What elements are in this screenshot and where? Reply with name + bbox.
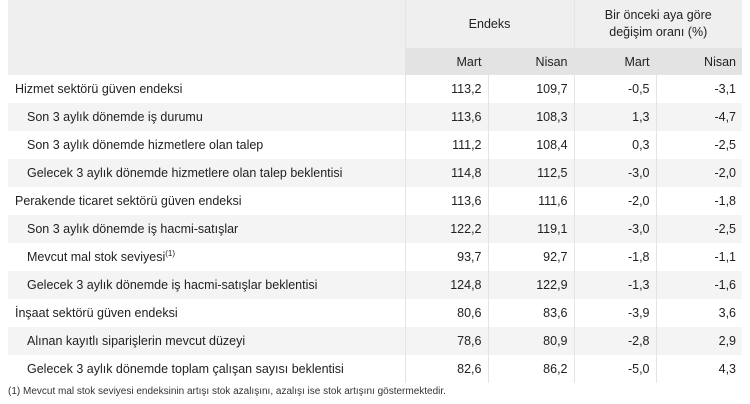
row-label: Mevcut mal stok seviyesi(1)	[8, 243, 405, 271]
table-row: Son 3 aylık dönemde hizmetlere olan tale…	[8, 131, 743, 159]
row-label: İnşaat sektörü güven endeksi	[8, 299, 405, 327]
value-cell: 93,7	[404, 243, 488, 271]
value-cell: 113,2	[404, 75, 488, 103]
table-row: Hizmet sektörü güven endeksi 113,2 109,7 -0…	[8, 75, 743, 103]
value-cell: 122,2	[404, 215, 488, 243]
value-cell: 111,6	[487, 187, 575, 215]
row-label-text: Gelecek 3 aylık dönemde hizmetlere olan …	[27, 166, 343, 180]
value-cell: -1,8	[573, 243, 657, 271]
value-cell: 111,2	[404, 131, 488, 159]
table-row: Gelecek 3 aylık dönemde iş hacmi-satışla…	[8, 271, 743, 299]
value-cell: -1,8	[655, 187, 743, 215]
value-cell: 113,6	[404, 103, 488, 131]
header-nisan: Nisan	[487, 48, 575, 75]
row-label-text: İnşaat sektörü güven endeksi	[15, 306, 178, 320]
value-cell: 112,5	[487, 159, 575, 187]
value-cell: 122,9	[487, 271, 575, 299]
row-label: Gelecek 3 aylık dönemde hizmetlere olan …	[8, 159, 405, 187]
footnote: (1) Mevcut mal stok seviyesi endeksinin …	[8, 386, 446, 397]
value-cell: -2,8	[573, 327, 657, 355]
row-label: Gelecek 3 aylık dönemde iş hacmi-satışla…	[8, 271, 405, 299]
value-cell: 92,7	[487, 243, 575, 271]
value-cell: -2,0	[573, 187, 657, 215]
value-cell: 80,9	[487, 327, 575, 355]
table-row: Gelecek 3 aylık dönemde hizmetlere olan …	[8, 159, 743, 187]
table-row: Son 3 aylık dönemde iş durumu 113,6 108,3 1…	[8, 103, 743, 131]
value-cell: 124,8	[404, 271, 488, 299]
value-cell: 108,4	[487, 131, 575, 159]
value-cell: -5,0	[573, 355, 657, 383]
value-cell: 2,9	[655, 327, 743, 355]
value-cell: 109,7	[487, 75, 575, 103]
table-row: Mevcut mal stok seviyesi(1) 93,7 92,7 -1,8-…	[8, 243, 743, 271]
row-label: Hizmet sektörü güven endeksi	[8, 75, 405, 103]
header-blank	[8, 0, 405, 75]
value-cell: 113,6	[404, 187, 488, 215]
value-cell: 1,3	[573, 103, 657, 131]
value-cell: 3,6	[655, 299, 743, 327]
value-cell: 0,3	[573, 131, 657, 159]
row-label: Perakende ticaret sektörü güven endeksi	[8, 187, 405, 215]
row-label-text: Mevcut mal stok seviyesi	[27, 250, 166, 265]
row-label-text: Alınan kayıtlı siparişlerin mevcut düzey…	[27, 334, 246, 348]
table-row: İnşaat sektörü güven endeksi 80,6 83,6 -3,9…	[8, 299, 743, 327]
value-cell: 4,3	[655, 355, 743, 383]
value-cell: 83,6	[487, 299, 575, 327]
header-mart: Mart	[405, 48, 488, 75]
row-label: Gelecek 3 aylık dönemde toplam çalışan s…	[8, 355, 405, 383]
header-change-mart: Mart	[573, 48, 657, 75]
header-endeks: Endeks	[404, 0, 575, 48]
value-cell: -3,0	[573, 159, 657, 187]
value-cell: -3,1	[655, 75, 743, 103]
value-cell: -2,5	[655, 131, 743, 159]
table-row: Alınan kayıtlı siparişlerin mevcut düzey…	[8, 327, 743, 355]
table-row: Gelecek 3 aylık dönemde toplam çalışan s…	[8, 355, 743, 383]
row-label-text: Perakende ticaret sektörü güven endeksi	[15, 194, 242, 208]
header-change-nisan: Nisan	[655, 48, 743, 75]
value-cell: 108,3	[487, 103, 575, 131]
value-cell: 78,6	[404, 327, 488, 355]
value-cell: -3,0	[573, 215, 657, 243]
value-cell: -1,1	[655, 243, 743, 271]
value-cell: -1,6	[655, 271, 743, 299]
row-label-text: Son 3 aylık dönemde hizmetlere olan tale…	[27, 138, 264, 152]
row-label: Son 3 aylık dönemde iş hacmi-satışlar	[8, 215, 405, 243]
data-table: Endeks Bir önceki aya göre değişim oranı…	[8, 0, 743, 383]
table-row: Perakende ticaret sektörü güven endeksi 1…	[8, 187, 743, 215]
row-label-text: Hizmet sektörü güven endeksi	[15, 82, 183, 96]
row-label: Alınan kayıtlı siparişlerin mevcut düzey…	[8, 327, 405, 355]
value-cell: 86,2	[487, 355, 575, 383]
value-cell: -2,0	[655, 159, 743, 187]
value-cell: -3,9	[573, 299, 657, 327]
footnote-ref: (1)	[165, 249, 176, 259]
row-label-text: Gelecek 3 aylık dönemde toplam çalışan s…	[27, 362, 344, 376]
value-cell: -4,7	[655, 103, 743, 131]
value-cell: 114,8	[404, 159, 488, 187]
value-cell: 119,1	[487, 215, 575, 243]
row-label: Son 3 aylık dönemde iş durumu	[8, 103, 405, 131]
row-label-text: Gelecek 3 aylık dönemde iş hacmi-satışla…	[27, 278, 318, 292]
row-label: Son 3 aylık dönemde hizmetlere olan tale…	[8, 131, 405, 159]
value-cell: 80,6	[404, 299, 488, 327]
row-label-text: Son 3 aylık dönemde iş durumu	[27, 110, 203, 124]
table-row: Son 3 aylık dönemde iş hacmi-satışlar 122…	[8, 215, 743, 243]
value-cell: 82,6	[404, 355, 488, 383]
value-cell: -2,5	[655, 215, 743, 243]
row-label-text: Son 3 aylık dönemde iş hacmi-satışlar	[27, 222, 239, 236]
value-cell: -1,3	[573, 271, 657, 299]
value-cell: -0,5	[573, 75, 657, 103]
header-change: Bir önceki aya göre değişim oranı (%)	[573, 0, 743, 48]
